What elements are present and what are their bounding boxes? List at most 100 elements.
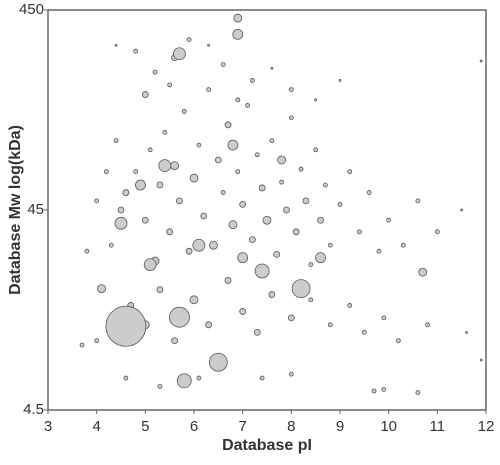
bubble xyxy=(357,229,362,235)
bubble xyxy=(327,322,333,328)
x-tick-label: 9 xyxy=(336,418,344,435)
bubble xyxy=(94,338,100,344)
bubble xyxy=(338,79,342,82)
bubble xyxy=(279,179,285,185)
bubble xyxy=(313,147,319,153)
bubble xyxy=(114,216,128,230)
bubble xyxy=(277,155,287,165)
bubble xyxy=(347,169,353,175)
bubble xyxy=(376,248,382,254)
y-tick-label: 45 xyxy=(27,201,44,218)
bubble xyxy=(239,200,247,208)
bubble xyxy=(228,220,238,230)
bubble xyxy=(381,315,387,321)
bubble xyxy=(395,338,401,344)
bubble xyxy=(235,169,241,175)
x-tick-label: 3 xyxy=(44,418,52,435)
bubble xyxy=(288,87,294,92)
bubble xyxy=(108,242,114,248)
bubble xyxy=(235,97,241,103)
bubble xyxy=(314,98,318,102)
x-tick-label: 6 xyxy=(190,418,198,435)
bubble xyxy=(386,217,392,223)
bubble xyxy=(371,388,377,394)
bubble xyxy=(479,59,483,63)
x-tick-label: 12 xyxy=(478,418,495,435)
bubble xyxy=(381,387,387,392)
bubble xyxy=(181,109,187,114)
bubble xyxy=(253,328,261,336)
bubble xyxy=(141,91,149,98)
bubble xyxy=(418,267,428,277)
bubble xyxy=(292,228,300,236)
bubble xyxy=(171,337,178,345)
bubble xyxy=(302,197,310,205)
bubble xyxy=(207,43,211,47)
x-tick-label: 10 xyxy=(380,418,397,435)
bubble xyxy=(479,358,483,362)
bubble xyxy=(269,138,275,144)
bubble xyxy=(122,189,130,196)
bubble xyxy=(208,352,228,372)
bubble xyxy=(206,87,212,92)
bubble xyxy=(254,263,270,279)
bubble xyxy=(147,147,153,153)
bubble xyxy=(162,129,168,135)
bubble xyxy=(220,62,226,68)
bubble xyxy=(232,28,244,40)
bubble xyxy=(196,142,202,148)
bubble xyxy=(317,216,324,224)
bubble xyxy=(224,121,232,129)
y-tick-label: 4.5 xyxy=(23,401,44,418)
bubble xyxy=(186,37,192,43)
bubble xyxy=(254,152,260,158)
bubble xyxy=(270,66,274,70)
bubble xyxy=(117,206,125,214)
bubble xyxy=(258,184,266,192)
bubble xyxy=(245,103,250,108)
bubble xyxy=(361,329,367,335)
bubble xyxy=(200,212,208,220)
bubble xyxy=(189,295,199,305)
bubble xyxy=(105,305,147,347)
bubble xyxy=(192,238,206,252)
bubble xyxy=(315,252,326,264)
bubble xyxy=(308,262,314,268)
bubble xyxy=(249,78,255,83)
bubble xyxy=(233,13,243,23)
bubble xyxy=(143,258,157,272)
bubble xyxy=(283,206,290,214)
bubble xyxy=(460,208,464,212)
bubble xyxy=(347,303,353,308)
bubble xyxy=(114,43,118,47)
bubble xyxy=(400,242,406,248)
bubble xyxy=(337,201,343,207)
x-tick-label: 11 xyxy=(430,418,446,435)
bubble xyxy=(262,215,272,225)
bubble xyxy=(415,198,421,204)
bubble xyxy=(227,139,239,151)
bubble xyxy=(434,229,440,235)
bubble xyxy=(465,330,468,334)
bubble xyxy=(133,48,139,54)
bubble xyxy=(287,314,295,322)
bubble xyxy=(209,240,218,250)
x-tick-label: 4 xyxy=(92,418,100,435)
bubble xyxy=(104,169,109,175)
bubble xyxy=(288,115,294,121)
x-tick-label: 7 xyxy=(238,418,246,435)
bubble xyxy=(291,279,311,299)
bubble xyxy=(175,197,183,205)
plot-frame xyxy=(47,9,487,411)
bubble xyxy=(156,286,164,293)
bubble xyxy=(259,375,265,381)
bubble xyxy=(327,242,333,248)
bubble xyxy=(308,297,314,303)
bubble xyxy=(79,342,85,348)
bubble xyxy=(141,216,149,224)
bubble xyxy=(166,228,174,236)
bubble xyxy=(214,156,222,164)
bubble xyxy=(172,47,186,61)
bubble xyxy=(288,371,294,377)
